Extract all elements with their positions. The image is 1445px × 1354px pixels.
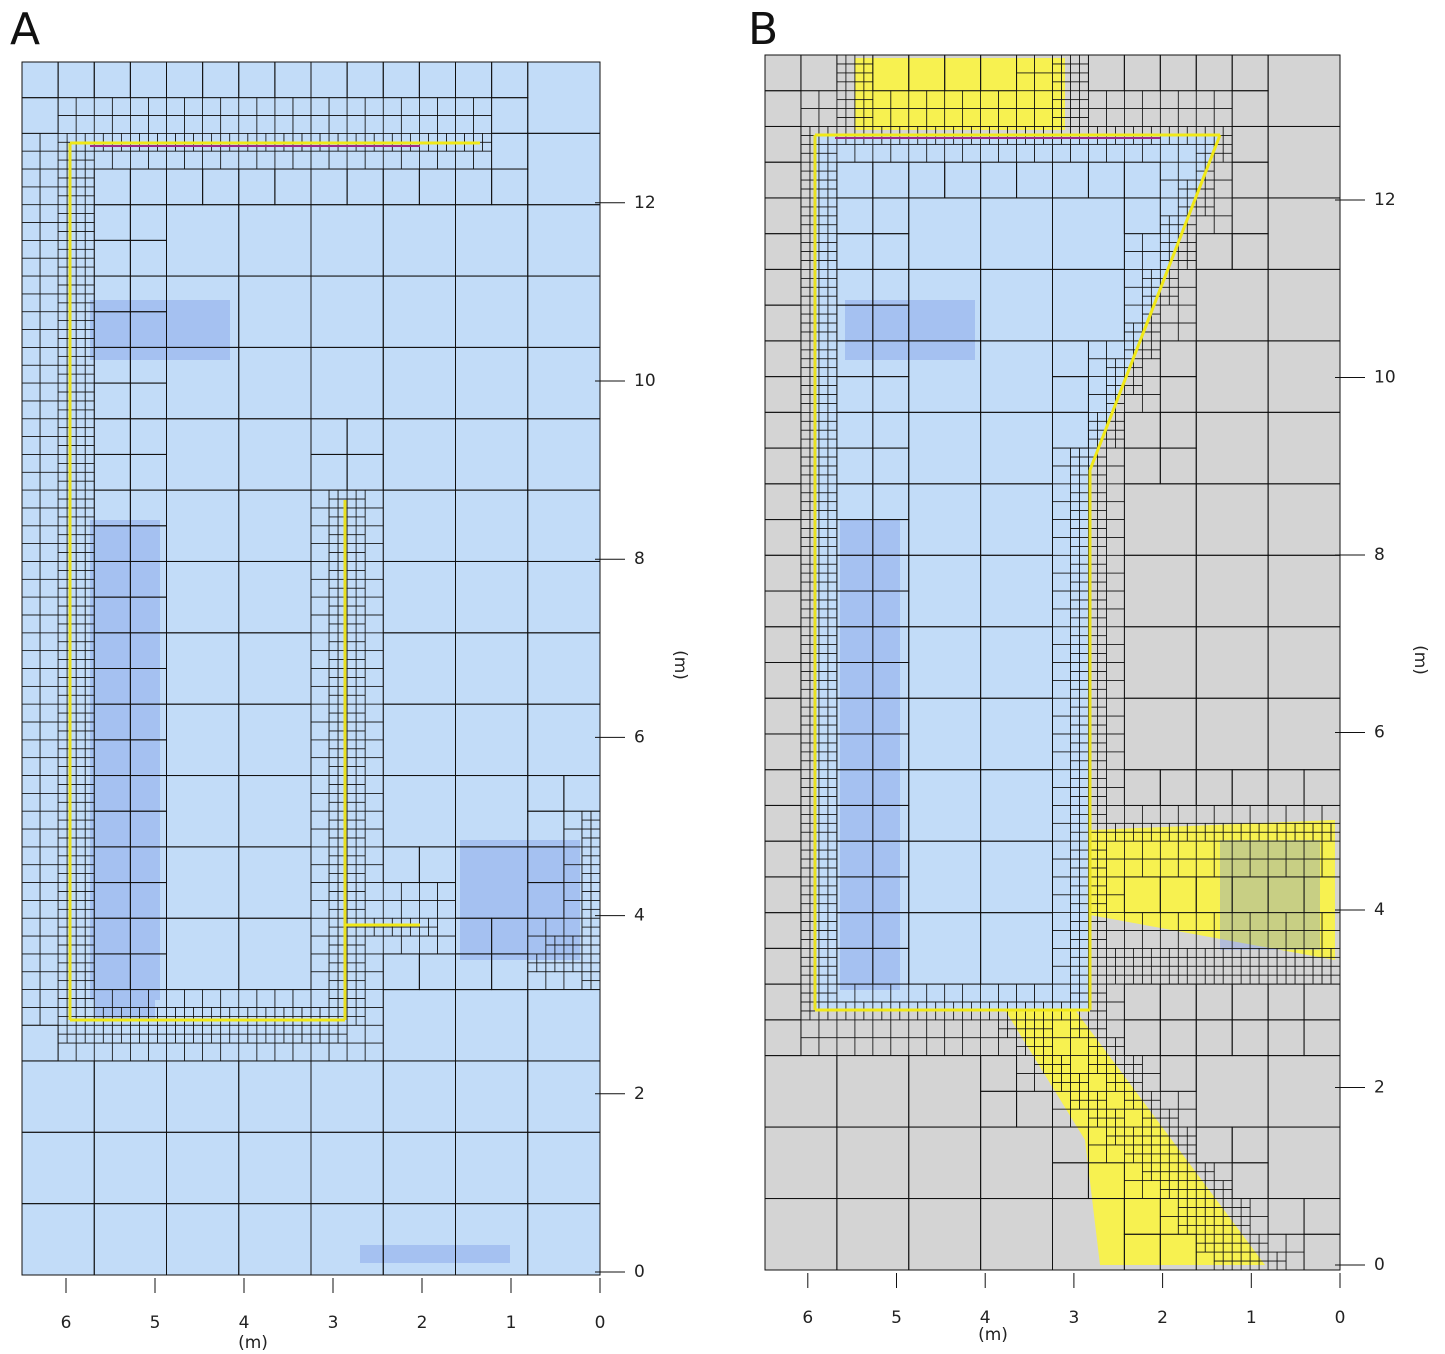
x-tick-label: 2	[1157, 1308, 1168, 1328]
point-cloud	[1220, 840, 1320, 950]
y-tick-label: 10	[1374, 368, 1396, 388]
x-tick-label: 2	[417, 1313, 428, 1333]
y-axis-label: (m)	[1410, 645, 1430, 675]
y-tick-label: 8	[1374, 545, 1385, 565]
point-cloud	[360, 1245, 510, 1263]
y-tick-label: 10	[634, 371, 656, 391]
x-axis-label: (m)	[238, 1333, 268, 1353]
y-tick-label: 4	[1374, 900, 1385, 920]
point-cloud	[95, 1000, 155, 1020]
unknown-region	[855, 58, 1065, 130]
x-tick-label: 6	[802, 1308, 813, 1328]
y-tick-label: 12	[1374, 190, 1396, 210]
y-axis-label: (m)	[670, 650, 690, 680]
point-cloud	[845, 300, 975, 360]
x-tick-label: 0	[595, 1313, 606, 1333]
point-cloud	[840, 520, 900, 990]
x-tick-label: 3	[328, 1313, 339, 1333]
y-tick-label: 6	[634, 727, 645, 747]
y-tick-label: 4	[634, 906, 645, 926]
panel-label: B	[748, 4, 778, 55]
x-tick-label: 6	[61, 1313, 72, 1333]
x-axis-label: (m)	[978, 1325, 1008, 1345]
point-cloud	[460, 840, 580, 960]
y-tick-label: 0	[1374, 1255, 1385, 1275]
y-tick-label: 2	[1374, 1078, 1385, 1098]
y-tick-label: 2	[634, 1084, 645, 1104]
y-tick-label: 12	[634, 193, 656, 213]
y-tick-label: 6	[1374, 723, 1385, 743]
x-tick-label: 1	[506, 1313, 517, 1333]
x-tick-label: 3	[1068, 1308, 1079, 1328]
point-cloud	[90, 520, 160, 1000]
x-tick-label: 1	[1246, 1308, 1257, 1328]
y-tick-label: 0	[634, 1262, 645, 1282]
x-tick-label: 5	[891, 1308, 902, 1328]
x-tick-label: 5	[150, 1313, 161, 1333]
figure: A6543210(m)024681012(m)B6543210(m)024681…	[0, 0, 1445, 1354]
panel-label: A	[10, 4, 40, 55]
point-cloud	[90, 300, 230, 360]
x-tick-label: 0	[1335, 1308, 1346, 1328]
x-tick-label: 4	[239, 1313, 250, 1333]
y-tick-label: 8	[634, 549, 645, 569]
